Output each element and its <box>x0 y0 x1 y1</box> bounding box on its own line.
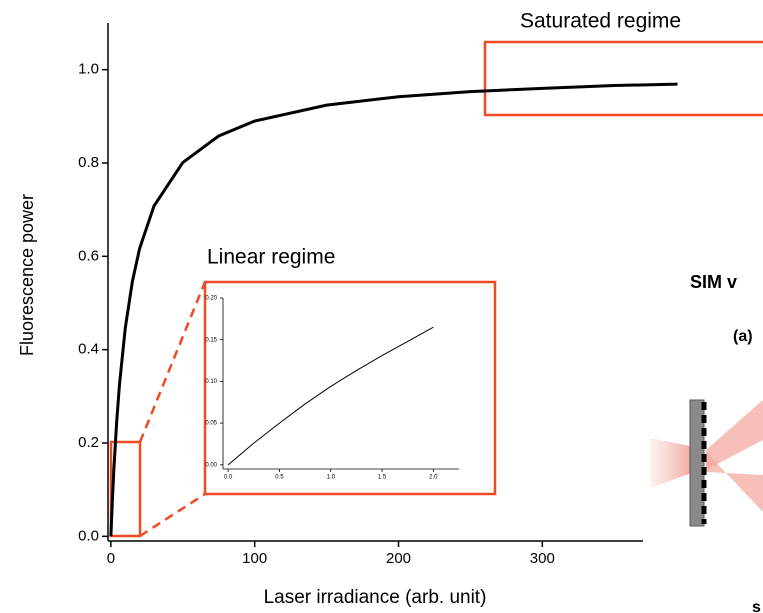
y-tick-label: 0.05 <box>205 421 217 427</box>
zoom-box <box>109 440 142 538</box>
x-axis-label: Laser irradiance (arb. unit) <box>264 587 487 608</box>
x-tick-label: 0 <box>107 550 115 567</box>
light-beam <box>706 452 763 512</box>
y-tick-label: 0.10 <box>205 379 217 385</box>
zoom-connector <box>139 492 206 538</box>
y-tick-label: 0.00 <box>205 462 217 468</box>
y-tick-label: 0.2 <box>78 434 99 451</box>
y-tick-label: 0.6 <box>78 247 99 264</box>
x-tick-label: 0.5 <box>275 474 284 480</box>
y-tick-label: 0.15 <box>205 337 217 343</box>
x-tick-label: 1.5 <box>378 474 387 480</box>
data-line <box>109 82 678 537</box>
y-tick-label: 0.20 <box>205 296 217 302</box>
grating <box>689 399 705 527</box>
annotation: Saturated regime <box>520 10 681 33</box>
x-tick-label: 200 <box>386 550 411 567</box>
light-beam <box>706 400 763 470</box>
x-tick-label: 100 <box>242 550 267 567</box>
saturated-box <box>483 40 763 117</box>
x-tick-label: 2.0 <box>429 474 438 480</box>
y-tick-label: 0.8 <box>78 154 99 171</box>
y-tick-label: 0.4 <box>78 341 99 358</box>
panel-label: (a) <box>733 328 753 345</box>
x-tick-label: 0.0 <box>224 474 233 480</box>
zoom-connector <box>138 281 207 443</box>
heading-fragment: SIM v <box>690 272 737 292</box>
y-tick-label: 1.0 <box>78 61 99 78</box>
x-tick-label: 300 <box>530 550 555 567</box>
linear-box <box>203 280 497 496</box>
y-tick-label: 0.0 <box>78 527 99 544</box>
x-tick-label: 1.0 <box>327 474 336 480</box>
y-axis-label: Fluorescence power <box>17 194 37 356</box>
data-line <box>227 326 434 466</box>
footer-fragment: s <box>752 599 761 613</box>
annotation: Linear regime <box>207 246 335 269</box>
light-beam <box>650 438 700 488</box>
